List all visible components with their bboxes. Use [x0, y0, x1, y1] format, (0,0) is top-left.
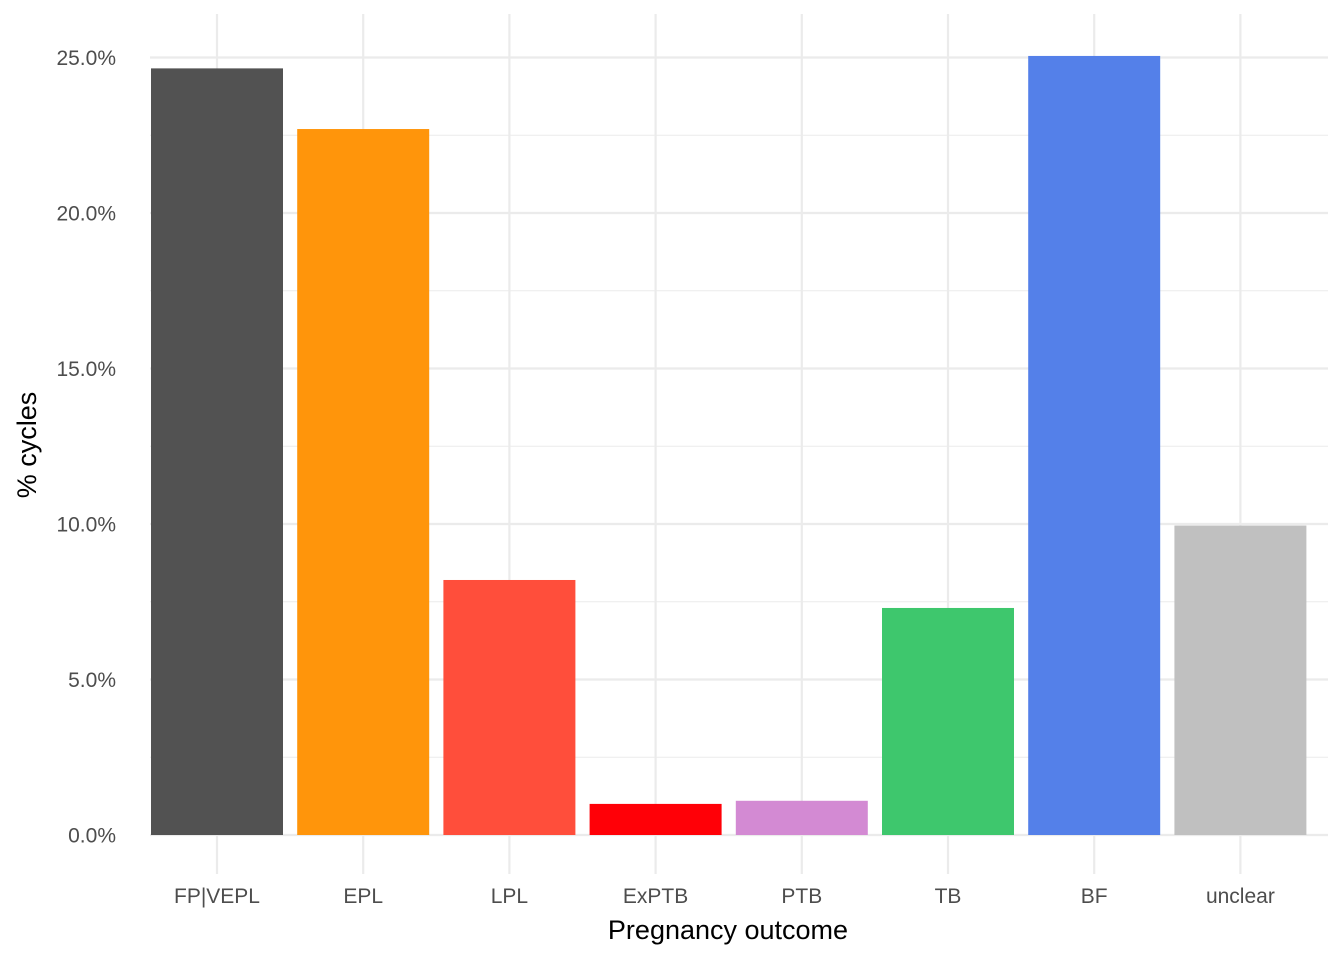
y-tick-label: 25.0% — [56, 47, 116, 70]
x-tick-label: PTB — [781, 885, 822, 908]
y-axis-tick-labels: 0.0% 5.0% 10.0% 15.0% 20.0% 25.0% — [56, 47, 116, 848]
bars — [151, 55, 1307, 835]
x-tick-label: unclear — [1206, 885, 1275, 908]
bar-lpl — [443, 579, 576, 835]
x-tick-label: BF — [1081, 885, 1108, 908]
x-axis-tick-labels: FP|VEPL EPL LPL ExPTB PTB TB BF unclear — [174, 885, 1275, 908]
bar-exptb — [589, 803, 722, 835]
bar-bf — [1028, 55, 1161, 835]
y-tick-label: 10.0% — [56, 514, 116, 537]
x-tick-label: LPL — [491, 885, 528, 908]
x-tick-label: EPL — [343, 885, 383, 908]
x-axis-title: Pregnancy outcome — [608, 915, 848, 945]
bar-tb — [882, 607, 1014, 835]
x-tick-label: FP|VEPL — [174, 885, 260, 908]
y-tick-label: 15.0% — [56, 358, 116, 381]
bar-fp-vepl — [151, 68, 283, 835]
x-tick-label: ExPTB — [623, 885, 688, 908]
bar-epl — [297, 129, 430, 835]
bar-unclear — [1174, 525, 1307, 835]
bar-ptb — [735, 800, 868, 835]
y-tick-label: 5.0% — [68, 669, 116, 692]
y-tick-label: 20.0% — [56, 203, 116, 226]
x-tick-label: TB — [935, 885, 962, 908]
y-axis-title: % cycles — [12, 392, 42, 499]
y-tick-label: 0.0% — [68, 825, 116, 848]
